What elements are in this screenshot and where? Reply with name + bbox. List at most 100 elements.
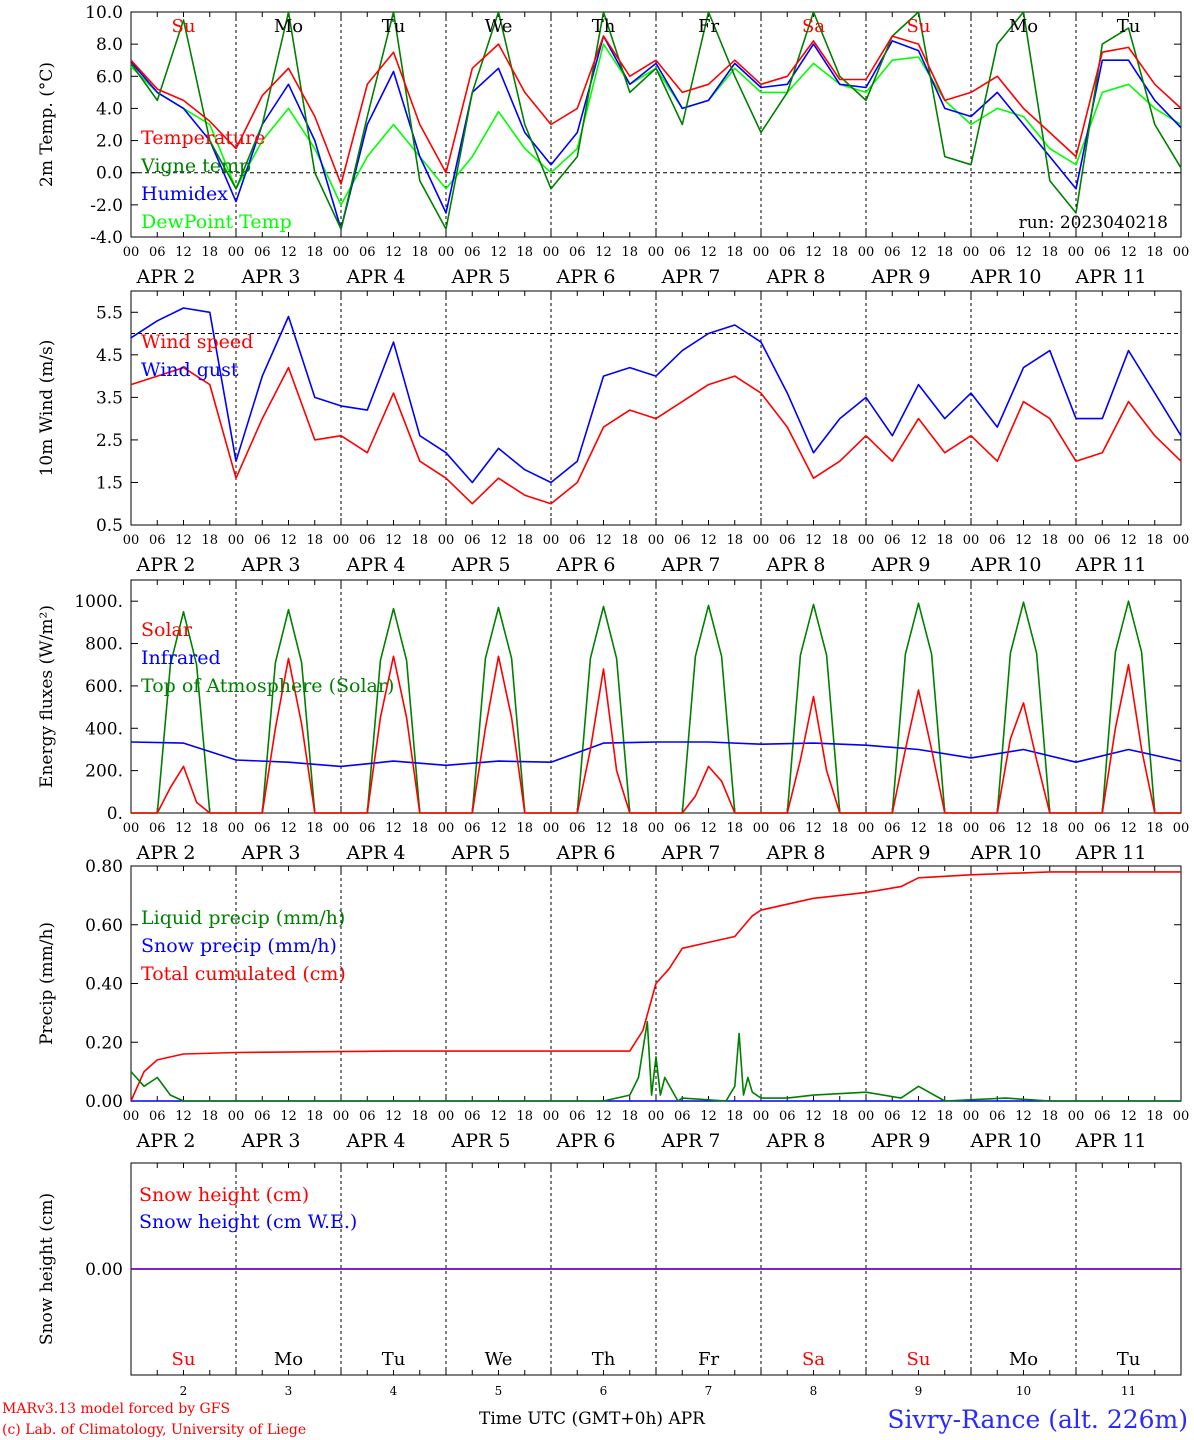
hour-tick-label: 00 xyxy=(1173,245,1190,260)
hour-tick-label: 12 xyxy=(1015,1109,1032,1124)
hour-tick-label: 00 xyxy=(1173,1109,1190,1124)
panel-wind: 5.5 4.5 3.5 2.5 1.5 0.5 10m Wind (m/s) Wind spe… xyxy=(37,290,1189,576)
day-letter: Sa xyxy=(802,1349,825,1370)
panel-temperature: 10.0 8.0 6.0 4.0 2.0 0.0 -2.0 -4.0 2m Temp. (°C)… xyxy=(37,3,1189,288)
date-label: APR 9 xyxy=(871,554,931,576)
hour-tick-label: 12 xyxy=(385,245,402,260)
hour-tick-label: 12 xyxy=(385,821,402,836)
hour-tick-label: 12 xyxy=(385,1109,402,1124)
day-letter: Mo xyxy=(274,1349,303,1370)
hour-tick-label: 18 xyxy=(201,533,218,548)
day-number: 2 xyxy=(180,1384,188,1398)
day-letter: Th xyxy=(592,1349,616,1370)
run-label: run: 2023040218 xyxy=(1019,213,1168,233)
hour-tick-label: 06 xyxy=(779,1109,796,1124)
y-tick-label: 600. xyxy=(85,677,123,697)
date-label: APR 11 xyxy=(1074,266,1146,288)
hour-tick-label: 06 xyxy=(464,1109,481,1124)
hour-tick-label: 00 xyxy=(753,821,770,836)
y-tick-label: 4.0 xyxy=(96,99,123,119)
hour-tick-label: 00 xyxy=(648,821,665,836)
date-label: APR 10 xyxy=(969,1130,1041,1152)
hour-tick-label: 06 xyxy=(359,245,376,260)
legend-entry: Top of Atmosphere (Solar) xyxy=(141,675,394,697)
hour-tick-label: 12 xyxy=(385,533,402,548)
date-label: APR 2 xyxy=(136,842,196,864)
day-letter: Th xyxy=(592,16,616,37)
time-axis-label: Time UTC (GMT+0h) APR xyxy=(479,1409,706,1429)
date-label: APR 5 xyxy=(451,1130,511,1152)
y-tick-label: 0.5 xyxy=(96,516,123,536)
hour-tick-label: 18 xyxy=(306,245,323,260)
hour-tick-label: 00 xyxy=(438,1109,455,1124)
date-label: APR 11 xyxy=(1074,554,1146,576)
day-letter: Fr xyxy=(698,1349,719,1370)
y-tick-label: 400. xyxy=(85,719,123,739)
hour-tick-label: 12 xyxy=(595,1109,612,1124)
hour-tick-label: 06 xyxy=(1094,533,1111,548)
legend-entry: Solar xyxy=(141,619,193,641)
hour-tick-label: 00 xyxy=(228,821,245,836)
hour-tick-label: 12 xyxy=(1120,821,1137,836)
date-label: APR 7 xyxy=(661,554,721,576)
date-label: APR 6 xyxy=(556,554,616,576)
day-number: 4 xyxy=(390,1384,398,1398)
hour-tick-label: 18 xyxy=(306,821,323,836)
hour-tick-label: 18 xyxy=(516,245,533,260)
hour-tick-label: 18 xyxy=(831,533,848,548)
hour-tick-label: 12 xyxy=(280,1109,297,1124)
hour-tick-label: 00 xyxy=(963,821,980,836)
hour-tick-label: 00 xyxy=(858,1109,875,1124)
hour-tick-label: 00 xyxy=(963,533,980,548)
hour-tick-label: 06 xyxy=(149,245,166,260)
date-label: APR 11 xyxy=(1074,1130,1146,1152)
hour-tick-label: 12 xyxy=(1015,245,1032,260)
hour-tick-label: 18 xyxy=(516,533,533,548)
day-number: 5 xyxy=(495,1384,503,1398)
date-label: APR 5 xyxy=(451,266,511,288)
hour-tick-label: 18 xyxy=(831,821,848,836)
hour-tick-label: 06 xyxy=(254,1109,271,1124)
day-letter: Mo xyxy=(1009,1349,1038,1370)
date-label: APR 9 xyxy=(871,266,931,288)
hour-tick-label: 00 xyxy=(1173,821,1190,836)
hour-tick-label: 18 xyxy=(201,821,218,836)
hour-tick-label: 06 xyxy=(149,533,166,548)
y-tick-label: 2.5 xyxy=(96,431,123,451)
hour-tick-label: 18 xyxy=(411,245,428,260)
date-label: APR 8 xyxy=(766,1130,826,1152)
hour-tick-label: 18 xyxy=(621,821,638,836)
hour-tick-label: 00 xyxy=(858,533,875,548)
hour-tick-label: 12 xyxy=(280,533,297,548)
hour-tick-label: 12 xyxy=(805,821,822,836)
date-label: APR 4 xyxy=(346,1130,406,1152)
hour-tick-label: 18 xyxy=(936,533,953,548)
hour-tick-label: 06 xyxy=(884,821,901,836)
hour-tick-label: 00 xyxy=(858,821,875,836)
day-number: 7 xyxy=(705,1384,713,1398)
hour-tick-label: 18 xyxy=(1041,245,1058,260)
hour-tick-label: 06 xyxy=(1094,245,1111,260)
y-axis-label: Energy fluxes (W/m²) xyxy=(37,605,57,788)
day-letter: Tu xyxy=(1117,1349,1141,1370)
day-number: 3 xyxy=(285,1384,293,1398)
hour-tick-label: 00 xyxy=(648,1109,665,1124)
hour-tick-label: 18 xyxy=(1041,533,1058,548)
hour-tick-label: 00 xyxy=(858,245,875,260)
hour-tick-label: 12 xyxy=(700,821,717,836)
series-line-total-cumulated-cm- xyxy=(130,871,1181,1102)
hour-tick-label: 00 xyxy=(1068,1109,1085,1124)
y-tick-label: 5.5 xyxy=(96,303,123,323)
series-line-temperature xyxy=(130,35,1182,185)
day-letter: Su xyxy=(172,16,196,37)
hour-tick-label: 06 xyxy=(989,245,1006,260)
hour-tick-label: 00 xyxy=(753,1109,770,1124)
legend-entry: Vigne temp xyxy=(140,155,251,177)
day-letter: Sa xyxy=(802,16,825,37)
legend-entry: Humidex xyxy=(141,183,228,205)
hour-tick-label: 06 xyxy=(359,821,376,836)
hour-tick-label: 00 xyxy=(648,245,665,260)
y-tick-label: 3.5 xyxy=(96,388,123,408)
hour-tick-label: 06 xyxy=(359,1109,376,1124)
